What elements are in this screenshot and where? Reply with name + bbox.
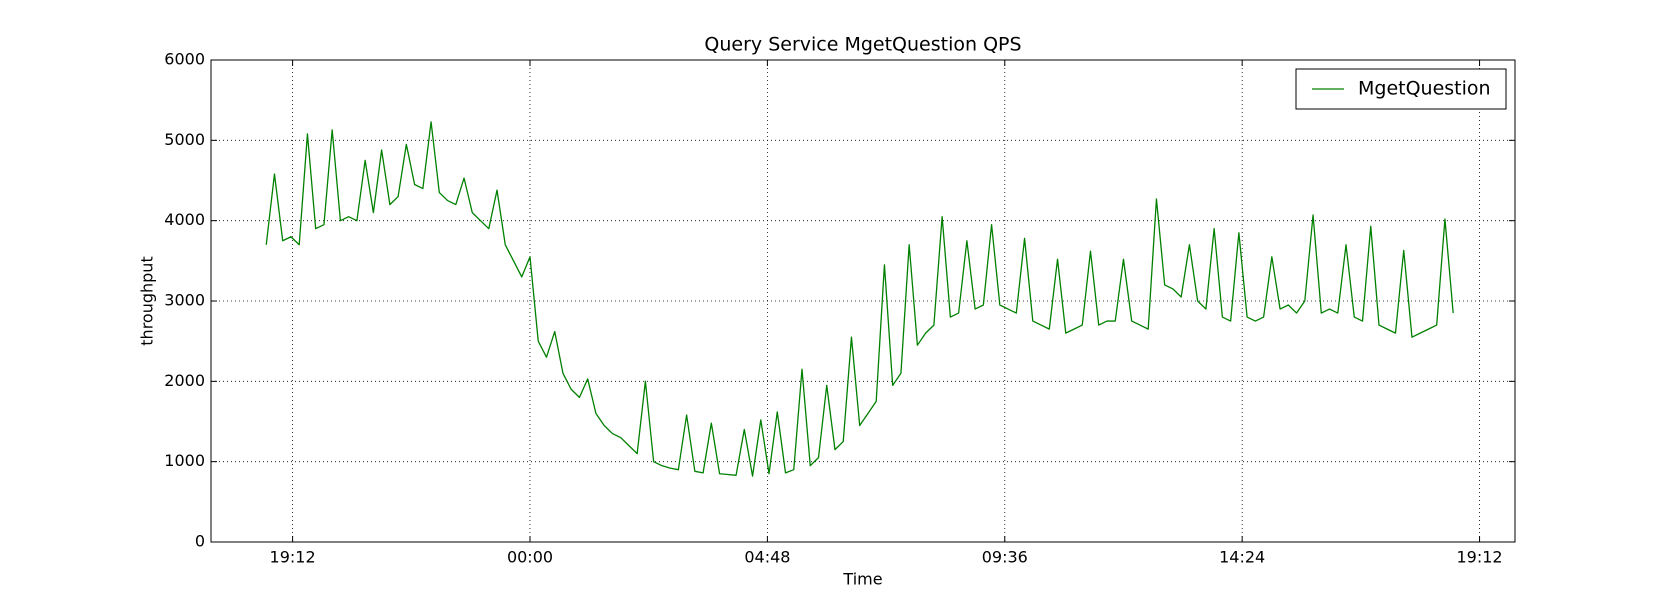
x-tick-label: 04:48 xyxy=(744,548,790,567)
y-tick-label: 2000 xyxy=(164,371,205,390)
plot-frame xyxy=(210,59,1516,543)
y-tick-label: 6000 xyxy=(164,50,205,69)
x-tick-label: 19:12 xyxy=(270,548,316,567)
y-tick-label: 5000 xyxy=(164,130,205,149)
x-axis-label: Time xyxy=(842,570,882,589)
y-tick-label: 4000 xyxy=(164,210,205,229)
y-tick-label: 1000 xyxy=(164,451,205,470)
x-tick-label: 14:24 xyxy=(1219,548,1265,567)
x-tick-label: 09:36 xyxy=(982,548,1028,567)
x-tick-label: 00:00 xyxy=(507,548,553,567)
data-line xyxy=(265,121,1454,477)
y-tick-label: 0 xyxy=(195,532,205,551)
legend-label: MgetQuestion xyxy=(1358,78,1491,100)
x-tick-label: 19:12 xyxy=(1457,548,1503,567)
chart-title: Query Service MgetQuestion QPS xyxy=(704,34,1021,56)
y-axis-label: throughput xyxy=(138,256,157,345)
y-tick-label: 3000 xyxy=(164,291,205,310)
